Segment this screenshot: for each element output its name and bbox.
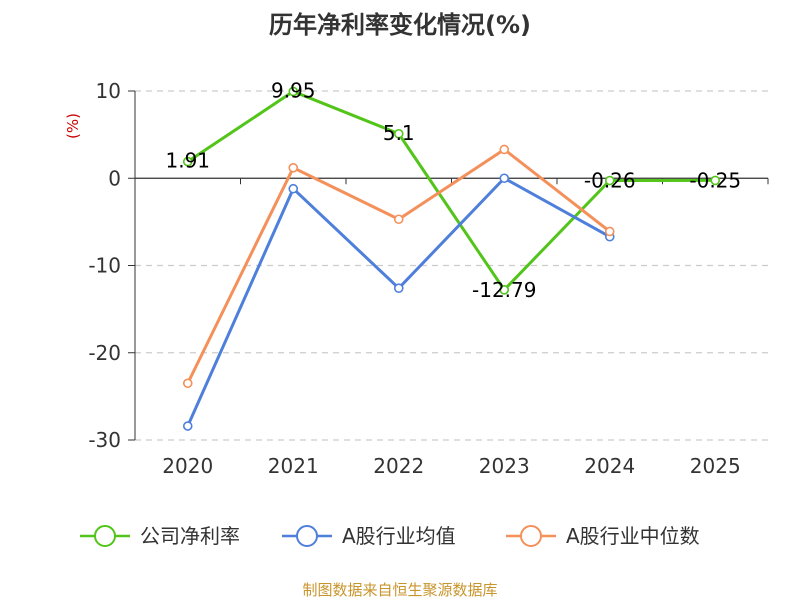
- x-tick-label: 2021: [268, 454, 319, 478]
- legend-label: A股行业中位数: [566, 524, 700, 548]
- gridlines: [135, 90, 768, 441]
- data-point: [604, 226, 615, 237]
- data-point: [182, 421, 193, 431]
- data-label: -0.25: [689, 168, 741, 192]
- chart-title: 历年净利率变化情况(%): [269, 11, 531, 39]
- y-tick-label: 0: [108, 166, 121, 190]
- data-label: 9.95: [271, 78, 316, 102]
- legend-marker: [94, 525, 116, 547]
- data-point: [182, 156, 193, 167]
- x-tick-label: 2020: [162, 454, 213, 478]
- legend-label: A股行业均值: [342, 524, 456, 548]
- y-tick-label: -10: [88, 254, 121, 278]
- data-point: [499, 144, 510, 155]
- data-label: 5.1: [383, 121, 415, 145]
- data-point: [182, 378, 193, 389]
- source-note: 制图数据来自恒生聚源数据库: [302, 581, 497, 599]
- series-line: [186, 89, 716, 292]
- data-point: [393, 214, 404, 225]
- y-tick-label: -20: [88, 341, 121, 365]
- x-tick-label: 2022: [373, 454, 424, 478]
- data-point: [393, 128, 404, 139]
- x-tick-label: 2023: [479, 454, 530, 478]
- data-label: 1.91: [165, 149, 210, 173]
- y-axis-label: (%): [64, 113, 82, 139]
- y-tick-label: 10: [96, 79, 121, 103]
- legend-label: 公司净利率: [140, 524, 240, 548]
- legend-marker: [520, 525, 542, 547]
- data-label: -12.79: [472, 278, 536, 302]
- data-point: [288, 162, 299, 173]
- series-line: [186, 147, 611, 384]
- data-point: [499, 173, 510, 184]
- data-point: [288, 183, 299, 194]
- data-point: [710, 175, 721, 186]
- axes: 10 0 -10 -20 -30 2020 2021 2022 2023 2024 2025: [88, 79, 769, 478]
- legend-marker: [296, 525, 318, 547]
- data-point: [499, 285, 510, 295]
- data-labels: 1.91 9.95 5.1 -12.79 -0.26 -0.25: [165, 78, 741, 301]
- x-tick-label: 2024: [584, 454, 635, 478]
- data-point: [604, 175, 615, 186]
- data-point: [288, 86, 299, 97]
- x-tick-label: 2025: [690, 454, 741, 478]
- series-lines: [182, 86, 721, 431]
- data-point: [393, 283, 404, 293]
- data-label: -0.26: [584, 169, 636, 193]
- y-tick-label: -30: [88, 428, 121, 452]
- legend: 公司净利率 A股行业均值 A股行业中位数: [80, 524, 700, 548]
